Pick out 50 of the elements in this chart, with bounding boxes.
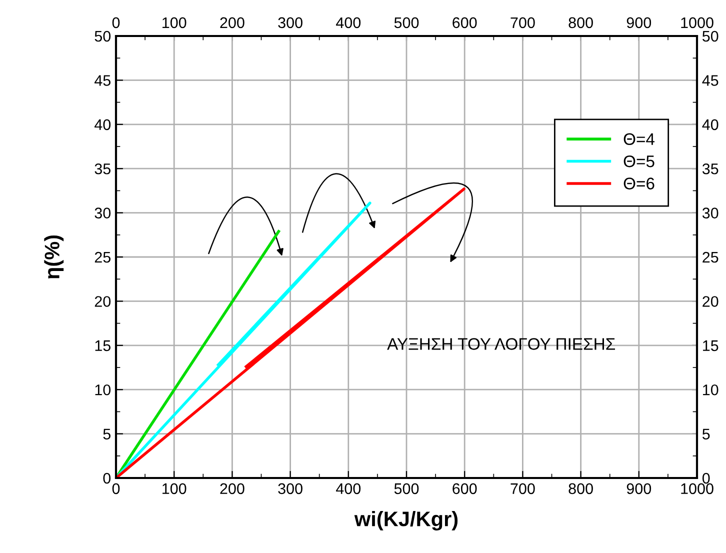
x2-tick-label: 900 — [626, 17, 652, 28]
y-tick-label: 25 — [94, 252, 110, 263]
x2-tick-label: 0 — [112, 17, 120, 28]
y2-tick-label: 10 — [703, 384, 718, 396]
x-tick-label: 700 — [510, 483, 535, 494]
x-axis-title: wi(KJ/Kgr) — [354, 510, 458, 531]
x2-tick-label: 400 — [336, 17, 361, 28]
y2-tick-label: 15 — [703, 340, 718, 352]
y-tick-label: 45 — [94, 75, 110, 86]
x2-tick-label: 700 — [510, 17, 535, 28]
legend-label: Θ=6 — [624, 178, 654, 190]
x-tick-label: 600 — [452, 483, 477, 494]
x-tick-label: 0 — [112, 483, 120, 494]
y-tick-label: 15 — [95, 340, 110, 352]
x-tick-label: 1000 — [681, 483, 714, 494]
x2-tick-label: 300 — [278, 17, 302, 28]
y-tick-label: 5 — [103, 428, 110, 440]
y2-tick-label: 50 — [702, 30, 718, 42]
y-axis-title: η(%) — [44, 235, 64, 278]
y2-tick-label: 40 — [702, 119, 718, 130]
y2-tick-label: 20 — [702, 296, 718, 307]
y-tick-label: 0 — [103, 472, 111, 484]
x-tick-label: 200 — [220, 483, 244, 494]
y2-tick-label: 30 — [702, 208, 718, 218]
x-tick-label: 400 — [336, 483, 361, 494]
y2-tick-label: 0 — [702, 472, 710, 484]
x2-tick-label: 500 — [394, 17, 419, 28]
y-tick-label: 30 — [94, 208, 111, 218]
x2-tick-label: 800 — [568, 17, 593, 28]
legend-label: Θ=4 — [624, 133, 655, 146]
y-tick-label: 20 — [94, 296, 111, 307]
x2-tick-label: 600 — [452, 17, 477, 28]
x-tick-label: 300 — [278, 483, 302, 494]
x2-tick-label: 100 — [162, 17, 186, 28]
y2-tick-label: 5 — [702, 428, 710, 440]
legend-label: Θ=5 — [624, 155, 654, 168]
x-tick-label: 800 — [568, 483, 593, 494]
annotation: ΑΥΞΗΣΗ ΤΟΥ ΛΟΓΟΥ ΠΙΕΣΗΣ — [387, 338, 615, 350]
x-tick-label: 900 — [626, 483, 652, 494]
y-tick-label: 40 — [94, 119, 111, 130]
y2-tick-label: 25 — [702, 252, 718, 263]
x2-tick-label: 200 — [220, 17, 244, 28]
y-tick-label: 35 — [94, 163, 110, 174]
y-tick-label: 50 — [94, 30, 111, 42]
x-tick-label: 500 — [394, 483, 419, 494]
y-tick-label: 10 — [95, 384, 111, 396]
x2-tick-label: 1000 — [681, 17, 714, 28]
y2-tick-label: 45 — [702, 75, 718, 86]
y2-tick-label: 35 — [702, 163, 718, 174]
x-tick-label: 100 — [162, 483, 186, 494]
